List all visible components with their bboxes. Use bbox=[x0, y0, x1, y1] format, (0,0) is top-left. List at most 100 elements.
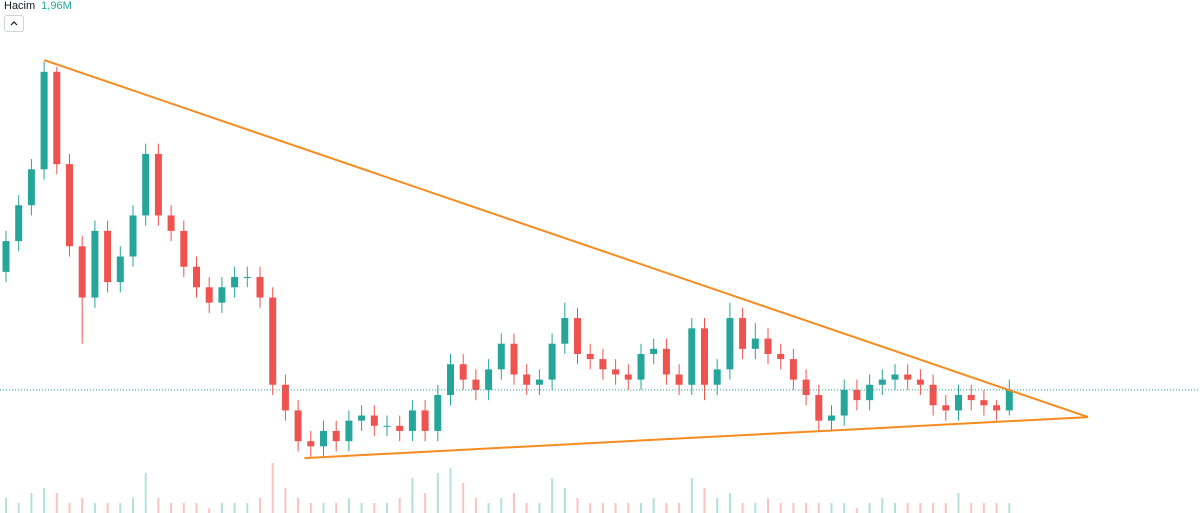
candle-body bbox=[447, 364, 454, 396]
volume-bar bbox=[436, 473, 439, 513]
volume-bar bbox=[805, 503, 808, 513]
volume-bar bbox=[259, 498, 261, 513]
volume-bar bbox=[208, 508, 211, 513]
volume-bar bbox=[767, 498, 769, 513]
volume-bar bbox=[347, 498, 350, 513]
volume-bar bbox=[741, 503, 744, 513]
candle-body bbox=[688, 328, 696, 385]
volume-bar bbox=[322, 503, 325, 513]
volume-bar bbox=[233, 503, 236, 513]
volume-bar bbox=[411, 478, 414, 513]
volume-bar bbox=[157, 498, 160, 513]
candle-body bbox=[27, 169, 35, 206]
volume-bar bbox=[551, 478, 554, 513]
volume-bar bbox=[906, 503, 909, 513]
candle-body bbox=[535, 379, 543, 385]
candle-body bbox=[967, 395, 975, 401]
volume-bar bbox=[246, 503, 249, 513]
candle-body bbox=[2, 241, 10, 272]
volume-bar bbox=[43, 488, 46, 513]
volume-bar bbox=[132, 498, 134, 513]
candle-body bbox=[574, 318, 581, 354]
volume-bar bbox=[995, 503, 998, 513]
candle-body bbox=[739, 318, 747, 349]
volume-value: 1,96M bbox=[41, 0, 72, 12]
volume-bar bbox=[601, 503, 604, 513]
candle-body bbox=[294, 410, 302, 442]
chevron-icon bbox=[10, 21, 18, 26]
candle-body bbox=[624, 374, 632, 380]
volume-bar bbox=[716, 498, 719, 513]
volume-bar bbox=[678, 503, 681, 513]
trend-line bbox=[43, 59, 1089, 419]
volume-bar bbox=[500, 498, 503, 513]
candle-body bbox=[40, 71, 48, 170]
candle-body bbox=[777, 353, 785, 360]
volume-bar bbox=[779, 503, 782, 513]
candle-body bbox=[980, 400, 988, 406]
volume-bar bbox=[30, 493, 33, 513]
candle-body bbox=[154, 153, 162, 216]
candle-body bbox=[751, 338, 759, 349]
volume-bar bbox=[982, 503, 985, 513]
candle-body bbox=[497, 343, 505, 370]
volume-bar bbox=[373, 503, 376, 513]
volume-bar bbox=[665, 503, 668, 513]
candle-body bbox=[358, 415, 366, 421]
candle-body bbox=[485, 369, 493, 390]
candle-body bbox=[370, 415, 378, 426]
candle-body bbox=[561, 318, 569, 344]
candle-body bbox=[116, 256, 124, 283]
candle-body bbox=[78, 246, 86, 298]
candle-body bbox=[523, 374, 531, 385]
candle-body bbox=[15, 205, 23, 242]
volume-bar bbox=[474, 498, 477, 513]
candle-body bbox=[764, 338, 772, 354]
candle-body bbox=[218, 287, 226, 303]
volume-bar bbox=[855, 508, 858, 513]
candle-body bbox=[129, 215, 137, 257]
candle-body bbox=[815, 395, 823, 421]
candle-body bbox=[929, 384, 937, 406]
candle-body bbox=[840, 389, 848, 416]
volume-bar bbox=[1008, 503, 1011, 513]
candle-body bbox=[916, 379, 924, 385]
volume-bar bbox=[525, 503, 528, 513]
candle-body bbox=[421, 410, 429, 431]
candle-body bbox=[281, 384, 289, 411]
volume-bar bbox=[690, 478, 693, 513]
volume-bar bbox=[843, 503, 846, 513]
volume-bar bbox=[271, 463, 274, 513]
volume-bar bbox=[652, 498, 655, 513]
volume-bar bbox=[93, 503, 96, 513]
candle-body bbox=[866, 384, 874, 401]
volume-bar bbox=[81, 498, 84, 513]
volume-bar bbox=[919, 503, 922, 513]
candle-body bbox=[408, 410, 416, 431]
candle-body bbox=[205, 287, 213, 303]
candle-body bbox=[180, 230, 188, 267]
candle-body bbox=[675, 374, 683, 385]
volume-bar bbox=[284, 488, 287, 513]
candle-body bbox=[345, 420, 353, 442]
candle-body bbox=[828, 415, 835, 421]
candle-body bbox=[662, 348, 670, 375]
volume-bar bbox=[894, 503, 896, 513]
volume-bar bbox=[68, 503, 71, 513]
volume-bar bbox=[335, 503, 338, 513]
candle-body bbox=[193, 266, 200, 288]
volume-bar bbox=[868, 503, 871, 513]
candle-body bbox=[955, 395, 962, 411]
candle-body bbox=[599, 359, 607, 370]
volume-bar bbox=[589, 503, 592, 513]
candle-body bbox=[434, 395, 442, 431]
candle-body bbox=[510, 343, 518, 375]
volume-bar bbox=[144, 473, 147, 513]
collapse-button[interactable] bbox=[4, 15, 24, 32]
candle-body bbox=[789, 359, 797, 380]
volume-bar bbox=[106, 503, 109, 513]
volume-bar bbox=[360, 503, 363, 513]
volume-bar bbox=[970, 503, 973, 513]
